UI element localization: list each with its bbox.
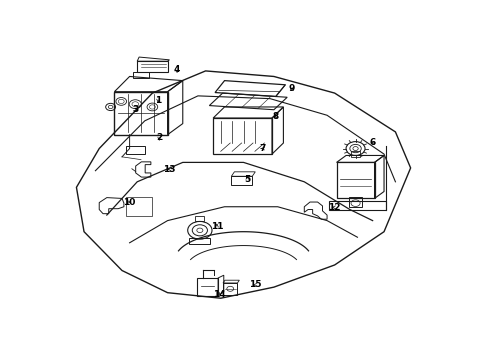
Text: 15: 15 <box>248 280 261 289</box>
Bar <box>337 162 374 198</box>
Text: 1: 1 <box>155 95 161 104</box>
Text: 14: 14 <box>213 291 225 300</box>
Bar <box>133 72 148 78</box>
Bar <box>213 118 272 154</box>
Text: 9: 9 <box>289 85 295 94</box>
Text: 7: 7 <box>259 144 266 153</box>
Text: 10: 10 <box>122 198 135 207</box>
Bar <box>115 92 168 135</box>
Text: 2: 2 <box>156 133 162 142</box>
Text: 13: 13 <box>163 165 176 174</box>
Bar <box>126 146 145 154</box>
Text: 6: 6 <box>369 139 376 148</box>
Bar <box>137 61 168 72</box>
Text: 4: 4 <box>174 65 180 74</box>
Bar <box>189 238 211 244</box>
Bar <box>351 151 360 157</box>
Text: 11: 11 <box>211 222 223 231</box>
Text: 12: 12 <box>328 203 340 212</box>
Bar <box>231 176 252 185</box>
Text: 8: 8 <box>272 112 279 121</box>
Text: 5: 5 <box>244 175 250 184</box>
Bar <box>126 197 152 216</box>
Bar <box>349 197 363 207</box>
Bar <box>223 283 238 294</box>
Text: 3: 3 <box>132 105 139 114</box>
Bar <box>196 216 204 221</box>
Bar <box>197 278 218 296</box>
